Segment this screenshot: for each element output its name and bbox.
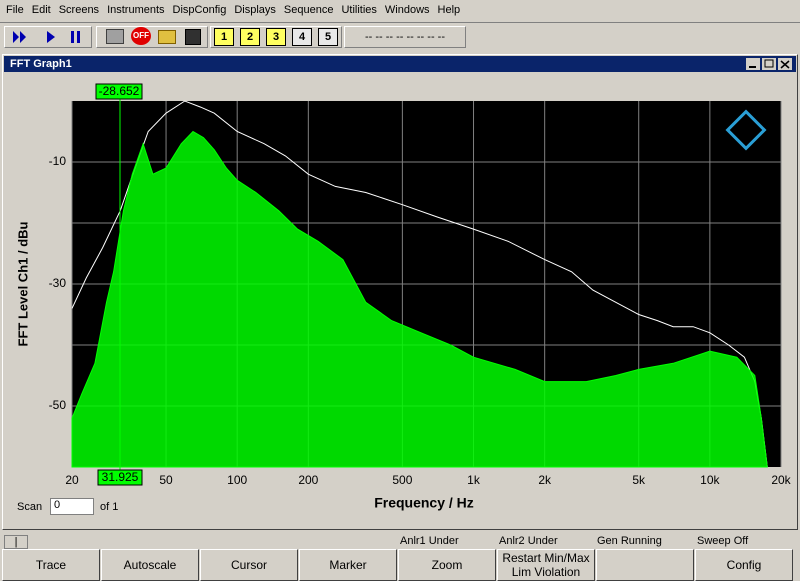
save-icon[interactable] xyxy=(185,29,201,45)
menu-item[interactable]: File xyxy=(6,4,24,16)
lim-violation: Lim Violation xyxy=(511,565,581,579)
x-tick-label: 2k xyxy=(538,473,552,487)
x-tick-label: 500 xyxy=(392,473,412,487)
transport-icons xyxy=(13,31,80,43)
y-tick-label: -30 xyxy=(49,276,67,290)
stop-button[interactable]: OFF xyxy=(131,27,151,45)
panel-button[interactable]: 2 xyxy=(240,28,260,46)
window-controls[interactable] xyxy=(746,58,792,71)
scan-value: 0 xyxy=(54,499,61,511)
panel-button[interactable]: 4 xyxy=(292,28,312,46)
menu-item[interactable]: DispConfig xyxy=(172,4,227,16)
separator xyxy=(0,22,800,23)
status-text: Anlr1 Under xyxy=(400,535,459,547)
panel-button[interactable]: 3 xyxy=(266,28,286,46)
panel-button[interactable]: 1 xyxy=(214,28,234,46)
y-tick-label: -50 xyxy=(49,398,67,412)
scan-label: Scan xyxy=(17,501,43,513)
y-axis-label: FFT Level Ch1 / dBu xyxy=(15,221,30,346)
x-tick-label: 100 xyxy=(227,473,247,487)
softkey[interactable]: Restart Min/Max Lim Violation xyxy=(497,549,595,581)
softkey[interactable]: Trace xyxy=(2,549,100,581)
y-tick-label: -10 xyxy=(49,154,67,168)
cursor-x-value: 31.925 xyxy=(102,470,139,484)
menu-item[interactable]: Windows xyxy=(384,4,430,16)
softkey[interactable]: Zoom xyxy=(398,549,496,581)
menu-item[interactable]: Help xyxy=(437,4,461,16)
softkey-label: Marker xyxy=(329,558,367,572)
softkey-label: Trace xyxy=(35,558,67,572)
menu-item[interactable]: Instruments xyxy=(107,4,165,16)
x-tick-label: 20 xyxy=(65,473,79,487)
fft-graph: Frequency / Hz FFT Level Ch1 / dBu 20 50 1… xyxy=(15,83,792,511)
softkey-label: Config xyxy=(726,558,762,572)
logo-diamond xyxy=(725,109,767,151)
scan-select[interactable]: 0 xyxy=(50,498,94,515)
status-text: Sweep Off xyxy=(697,535,749,547)
panel-button[interactable]: 5 xyxy=(318,28,338,46)
softkey[interactable] xyxy=(596,549,694,581)
open-icon[interactable] xyxy=(158,30,176,44)
menu-item[interactable]: Utilities xyxy=(341,4,377,16)
x-axis-label: Frequency / Hz xyxy=(374,495,474,511)
print-icon[interactable] xyxy=(106,29,124,44)
softkey-label: Autoscale xyxy=(123,558,177,572)
status-text: Anlr2 Under xyxy=(499,535,558,547)
cursor-x-box xyxy=(97,469,143,486)
cursor-y-box xyxy=(95,83,143,100)
x-tick-label: 50 xyxy=(159,473,173,487)
menu-item[interactable]: Screens xyxy=(58,4,100,16)
trace-area xyxy=(71,130,768,468)
logo xyxy=(725,109,767,151)
softkey[interactable]: Cursor xyxy=(200,549,298,581)
x-tick-label: 10k xyxy=(700,473,720,487)
menu-item[interactable]: Edit xyxy=(31,4,51,16)
softkey-label: Cursor xyxy=(230,558,267,572)
softkey-label: Restart Min/Max xyxy=(502,551,590,565)
window-title: FFT Graph1 xyxy=(4,56,796,72)
graph-window xyxy=(2,54,798,530)
status-toggle[interactable]: | xyxy=(4,535,28,549)
cursor-y-value: -28.652 xyxy=(99,84,140,98)
status-text: Gen Running xyxy=(597,535,662,547)
softkey[interactable]: Config xyxy=(695,549,793,581)
softkey[interactable]: Autoscale xyxy=(101,549,199,581)
x-tick-label: 20k xyxy=(771,473,791,487)
scan-of: of 1 xyxy=(100,501,119,513)
menu-item[interactable]: Displays xyxy=(234,4,276,16)
softkey[interactable]: Marker xyxy=(299,549,397,581)
softkey-label: Zoom xyxy=(431,558,463,572)
readout: -- -- -- -- -- -- -- -- xyxy=(344,26,466,48)
x-tick-label: 5k xyxy=(632,473,646,487)
x-tick-label: 200 xyxy=(298,473,318,487)
panel-bar xyxy=(210,26,342,48)
menu-bar: File Edit Screens Instruments DispConfig Disp… xyxy=(6,4,468,16)
x-tick-label: 1k xyxy=(467,473,481,487)
menu-item[interactable]: Sequence xyxy=(283,4,334,16)
file-bar xyxy=(96,26,208,48)
trace-line xyxy=(71,100,768,468)
transport-bar xyxy=(4,26,92,48)
